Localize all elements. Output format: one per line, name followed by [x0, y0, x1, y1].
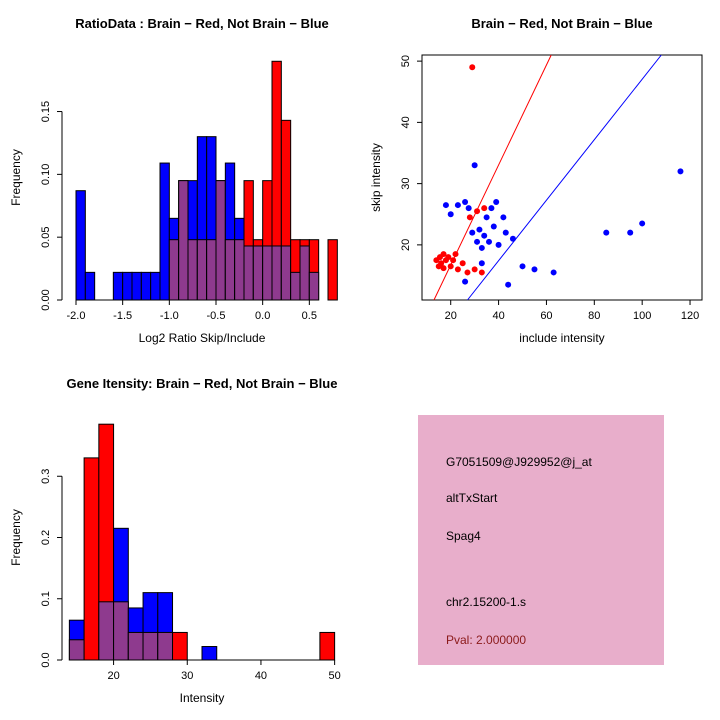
pval-text: Pval: 2.000000 [446, 633, 527, 647]
svg-text:100: 100 [633, 310, 651, 322]
svg-text:skip intensity: skip intensity [369, 143, 383, 212]
svg-text:0.5: 0.5 [302, 310, 317, 322]
svg-text:Frequency: Frequency [9, 509, 23, 566]
svg-text:-0.5: -0.5 [207, 310, 226, 322]
svg-text:50: 50 [400, 55, 412, 67]
ratio-hist-title: RatioData : Brain − Red, Not Brain − Blu… [75, 16, 329, 31]
svg-text:Log2 Ratio Skip/Include: Log2 Ratio Skip/Include [139, 331, 266, 345]
scatter-title: Brain − Red, Not Brain − Blue [471, 16, 653, 31]
svg-text:0.10: 0.10 [40, 164, 52, 185]
chromosome-location-text: chr2.15200-1.s [446, 595, 527, 609]
svg-text:50: 50 [329, 670, 341, 682]
svg-text:30: 30 [400, 178, 412, 190]
svg-text:20: 20 [107, 670, 119, 682]
svg-text:20: 20 [400, 239, 412, 251]
svg-text:20: 20 [445, 310, 457, 322]
panel-ratio-histogram: RatioData : Brain − Red, Not Brain − Blu… [0, 0, 360, 360]
panel-gene-info: G7051509@J929952@j_at altTxStart Spag4 c… [360, 360, 720, 720]
gene-name-text: Spag4 [446, 529, 481, 543]
gene-info-box: G7051509@J929952@j_at altTxStart Spag4 c… [418, 415, 664, 665]
svg-text:-1.5: -1.5 [113, 310, 132, 322]
svg-text:0.0: 0.0 [255, 310, 270, 322]
svg-text:0.3: 0.3 [40, 469, 52, 484]
intensity-scatter-plot: 20 40 60 80 100 120 20 30 40 50 include intensity s… [369, 54, 703, 345]
svg-text:-1.0: -1.0 [160, 310, 179, 322]
event-type-text: altTxStart [446, 491, 498, 505]
svg-text:40: 40 [492, 310, 504, 322]
svg-text:0.0: 0.0 [40, 652, 52, 667]
svg-text:0.1: 0.1 [40, 591, 52, 606]
gene-hist-title: Gene Itensity: Brain − Red, Not Brain − … [66, 376, 338, 391]
svg-text:60: 60 [540, 310, 552, 322]
probe-id-text: G7051509@J929952@j_at [446, 455, 592, 469]
svg-text:Intensity: Intensity [180, 691, 225, 705]
svg-text:0.05: 0.05 [40, 226, 52, 247]
svg-text:40: 40 [255, 670, 267, 682]
svg-text:-2.0: -2.0 [67, 310, 86, 322]
panel-gene-intensity-histogram: Gene Itensity: Brain − Red, Not Brain − … [0, 360, 360, 720]
svg-text:0.2: 0.2 [40, 530, 52, 545]
svg-text:30: 30 [181, 670, 193, 682]
gene-intensity-plot: 20 30 40 50 0.0 0.1 0.2 0.3 Intensity Frequency [9, 423, 341, 705]
svg-text:0.00: 0.00 [40, 289, 52, 310]
ratio-hist-plot: -2.0 -1.5 -1.0 -0.5 0.0 0.5 0.00 0.05 0.10 0.15 Lo… [9, 60, 338, 345]
svg-text:80: 80 [588, 310, 600, 322]
svg-text:include intensity: include intensity [519, 331, 604, 345]
panel-intensity-scatter: Brain − Red, Not Brain − Blue 20 40 60 80 10… [360, 0, 720, 360]
svg-text:40: 40 [400, 116, 412, 128]
svg-text:120: 120 [681, 310, 699, 322]
svg-text:0.15: 0.15 [40, 101, 52, 122]
svg-text:Frequency: Frequency [9, 149, 23, 206]
